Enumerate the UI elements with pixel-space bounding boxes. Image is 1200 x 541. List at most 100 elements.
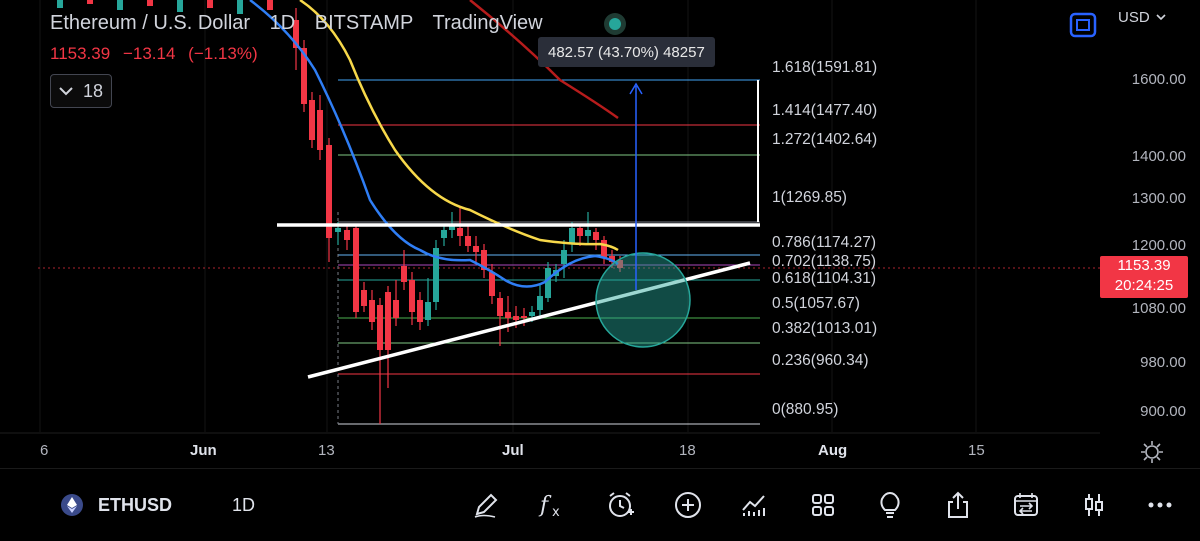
svg-text:f: f — [538, 493, 552, 518]
fib-label-05: 0.5(1057.67) — [772, 295, 860, 312]
symbol-label: ETHUSD — [98, 494, 173, 515]
candle-body — [537, 296, 543, 310]
calendar-replay-icon — [1014, 493, 1038, 516]
last-price: 1153.39 — [50, 44, 111, 63]
candle-body — [344, 230, 350, 240]
candle-body — [177, 0, 183, 12]
more-dots-icon — [1148, 502, 1172, 508]
add-button[interactable] — [670, 487, 706, 523]
price-axis-label: 900.00 — [1140, 403, 1186, 420]
candle-body — [267, 0, 273, 10]
price-axis-label: 980.00 — [1140, 354, 1186, 371]
ma-blue-line — [249, 0, 619, 288]
candle-body — [577, 228, 583, 236]
time-axis-label: Aug — [818, 442, 848, 459]
support-trendline — [307, 261, 751, 379]
fib-label-0786: 0.786(1174.27) — [772, 234, 876, 251]
candle-body — [309, 100, 315, 140]
exchange-label: BITSTAMP — [314, 12, 414, 34]
candle-body — [513, 316, 519, 320]
candle-body — [207, 0, 213, 8]
candle-body — [335, 228, 341, 232]
market-status-icon — [604, 13, 626, 35]
candle-body — [449, 226, 455, 230]
bar-countdown: 20:24:25 — [1114, 277, 1174, 294]
candle-body — [457, 228, 463, 236]
grid-layout-icon — [812, 494, 834, 516]
candle-body — [385, 292, 391, 350]
collapse-legend-button[interactable]: 18 — [50, 74, 112, 108]
target-circle — [595, 252, 691, 348]
share-button[interactable] — [940, 487, 976, 523]
alert-button[interactable] — [603, 487, 639, 523]
fib-label-1: 1(1269.85) — [772, 189, 847, 206]
chevron-down-icon — [1156, 14, 1166, 21]
candle-body — [87, 0, 93, 4]
candle-body — [497, 298, 503, 316]
price-axis-label: 1400.00 — [1131, 148, 1186, 165]
symbol-title[interactable]: Ethereum / U.S. Dollar 1D BITSTAMP Tradi… — [50, 12, 557, 35]
candle-body — [465, 236, 471, 246]
interval-button[interactable]: 1D — [232, 495, 256, 515]
drawing-tools-button[interactable] — [468, 487, 504, 523]
fib-label-0618: 0.618(1104.31) — [772, 270, 876, 287]
fullscreen-icon[interactable] — [1068, 10, 1098, 40]
fib-label-1414: 1.414(1477.40) — [772, 102, 878, 119]
time-axis-label: 6 — [40, 442, 49, 459]
indicator-count: 18 — [82, 80, 104, 101]
candle-body — [505, 312, 511, 318]
candle-body — [409, 280, 415, 312]
candle-body — [545, 268, 551, 298]
candle-body — [417, 300, 423, 322]
share-icon — [948, 491, 968, 518]
candle-body — [377, 305, 383, 350]
fib-label-1272: 1.272(1402.64) — [772, 131, 878, 148]
more-button[interactable] — [1142, 487, 1178, 523]
candle-body — [425, 302, 431, 320]
current-price-tag: 1153.39 20:24:25 — [1100, 256, 1188, 298]
currency-selector[interactable]: USD — [1118, 9, 1166, 26]
fib-label-0702: 0.702(1138.75) — [772, 253, 876, 270]
symbol-name: Ethereum / U.S. Dollar — [50, 12, 251, 34]
measure-tooltip: 482.57 (43.70%) 48257 — [538, 37, 715, 67]
chart-type-button[interactable] — [1076, 487, 1112, 523]
interval-label: 1D — [269, 12, 296, 34]
replay-button[interactable] — [1008, 487, 1044, 523]
candle-body — [481, 250, 487, 270]
candle-body — [393, 300, 399, 318]
candle-body — [561, 250, 567, 264]
ma-yellow-line — [299, 0, 619, 252]
candle-body — [57, 0, 63, 8]
plus-circle-icon — [675, 492, 701, 518]
compare-chart-icon — [742, 495, 765, 516]
candle-body — [117, 0, 123, 10]
candle-body — [585, 230, 591, 236]
price-change-percent: (−1.13%) — [188, 44, 258, 63]
alarm-clock-icon — [609, 492, 634, 517]
ma-red-line — [469, 0, 619, 120]
candles-icon — [1085, 494, 1103, 516]
pen-icon — [474, 493, 498, 518]
fib-label-0: 0(880.95) — [772, 401, 839, 418]
compare-button[interactable] — [737, 487, 773, 523]
fib-label-0236: 0.236(960.34) — [772, 352, 869, 369]
gear-icon[interactable] — [1140, 440, 1164, 464]
candle-body — [473, 246, 479, 252]
candle-body — [369, 300, 375, 322]
ideas-button[interactable] — [872, 487, 908, 523]
fib-label-0382: 0.382(1013.01) — [772, 320, 878, 337]
symbol-search-button[interactable]: ETHUSD — [60, 493, 172, 517]
layouts-button[interactable] — [805, 487, 841, 523]
candle-body — [301, 48, 307, 104]
time-axis-label: 18 — [679, 442, 696, 459]
candle-body — [489, 272, 495, 296]
svg-text:x: x — [552, 505, 560, 520]
price-axis-label: 1300.00 — [1131, 190, 1186, 207]
time-axis-label: 13 — [318, 442, 335, 459]
price-chart[interactable] — [0, 0, 1100, 435]
candle-body — [617, 260, 623, 268]
